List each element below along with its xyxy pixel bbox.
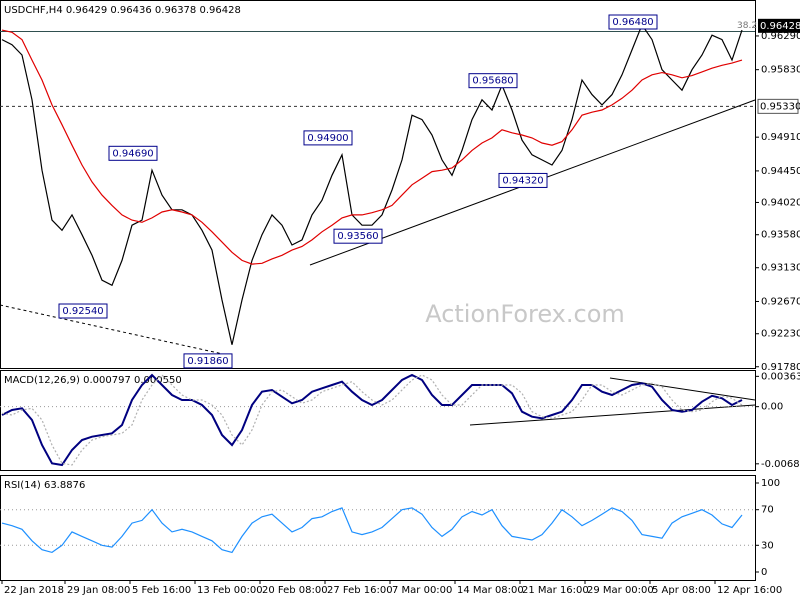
rsi-panel-frame bbox=[0, 475, 756, 581]
y-tick-label: 0.92230 bbox=[761, 329, 800, 340]
y-tick-label: 0 bbox=[761, 567, 767, 578]
macd-panel-frame bbox=[0, 370, 756, 471]
trend-line bbox=[609, 377, 756, 401]
series-line bbox=[1, 29, 743, 265]
x-tick-label: 14 Mar 08:00 bbox=[457, 585, 524, 596]
annotation-label: 0.94690 bbox=[112, 148, 153, 159]
x-tick-label: 5 Feb 16:00 bbox=[132, 585, 191, 596]
x-tick-label: 12 Apr 16:00 bbox=[717, 585, 782, 596]
x-tick-label: 27 Feb 16:00 bbox=[327, 585, 393, 596]
y-tick-label: 0.92670 bbox=[761, 296, 800, 307]
annotation-box bbox=[608, 14, 658, 30]
y-tick-label: 100 bbox=[761, 478, 780, 489]
y-tick-label: 0.94020 bbox=[761, 197, 800, 208]
h-line-label-box bbox=[757, 98, 799, 114]
panel-title: RSI(14) 63.8876 bbox=[4, 480, 85, 491]
series-line bbox=[1, 23, 743, 345]
y-tick-label: 0.93130 bbox=[761, 263, 800, 274]
annotation-label: 0.94320 bbox=[502, 175, 543, 186]
y-tick-label: 0.95830 bbox=[761, 65, 800, 76]
y-tick-label: 0.93580 bbox=[761, 230, 800, 241]
annotation-box bbox=[58, 303, 108, 319]
last-price-label: 0.96428 bbox=[760, 21, 800, 32]
x-tick-label: 5 Apr 08:00 bbox=[652, 585, 711, 596]
last-price-box bbox=[758, 18, 800, 33]
h-line-label: 0.95330 bbox=[760, 101, 800, 112]
annotation-label: 0.95680 bbox=[472, 76, 513, 87]
y-tick-label: 0.003638 bbox=[761, 371, 800, 382]
series-line bbox=[1, 374, 743, 466]
series-line bbox=[1, 507, 743, 554]
annotation-box bbox=[498, 172, 548, 188]
annotation-label: 0.92540 bbox=[62, 306, 103, 317]
x-tick-label: 29 Mar 00:00 bbox=[587, 585, 654, 596]
annotation-box bbox=[303, 130, 353, 146]
annotation-box bbox=[108, 145, 158, 161]
annotation-label: 0.94900 bbox=[307, 133, 348, 144]
watermark: ActionForex.com bbox=[425, 300, 625, 328]
x-tick-label: 7 Mar 00:00 bbox=[392, 585, 452, 596]
trend-line bbox=[469, 404, 756, 426]
y-tick-label: 0.94910 bbox=[761, 132, 800, 143]
annotation-box bbox=[468, 73, 518, 89]
x-tick-label: 13 Feb 00:00 bbox=[197, 585, 263, 596]
x-tick-label: 29 Jan 08:00 bbox=[67, 585, 130, 596]
y-tick-label: 0.00 bbox=[761, 402, 783, 413]
y-tick-label: 0.94450 bbox=[761, 166, 800, 177]
y-tick-label: 70 bbox=[761, 505, 774, 516]
annotation-label: 0.93560 bbox=[337, 231, 378, 242]
annotation-box bbox=[333, 228, 383, 244]
y-tick-label: 0.91780 bbox=[761, 362, 800, 373]
y-tick-label: 30 bbox=[761, 540, 774, 551]
panel-title: MACD(12,26,9) 0.000797 0.000550 bbox=[4, 375, 182, 386]
price-panel-frame bbox=[0, 0, 756, 369]
series-line bbox=[1, 373, 743, 467]
annotation-label: 0.96480 bbox=[612, 17, 653, 28]
h-line-label: 38.2 bbox=[737, 21, 757, 31]
x-tick-label: 22 Jan 2018 bbox=[4, 585, 64, 596]
x-tick-label: 21 Mar 16:00 bbox=[522, 585, 589, 596]
y-tick-label: -0.006858 bbox=[761, 459, 800, 470]
x-tick-label: 20 Feb 08:00 bbox=[262, 585, 328, 596]
annotation-box bbox=[183, 353, 233, 369]
panel-title: USDCHF,H4 0.96429 0.96436 0.96378 0.9642… bbox=[4, 5, 241, 16]
y-tick-label: 0.96290 bbox=[761, 31, 800, 42]
annotation-label: 0.91860 bbox=[187, 356, 228, 367]
